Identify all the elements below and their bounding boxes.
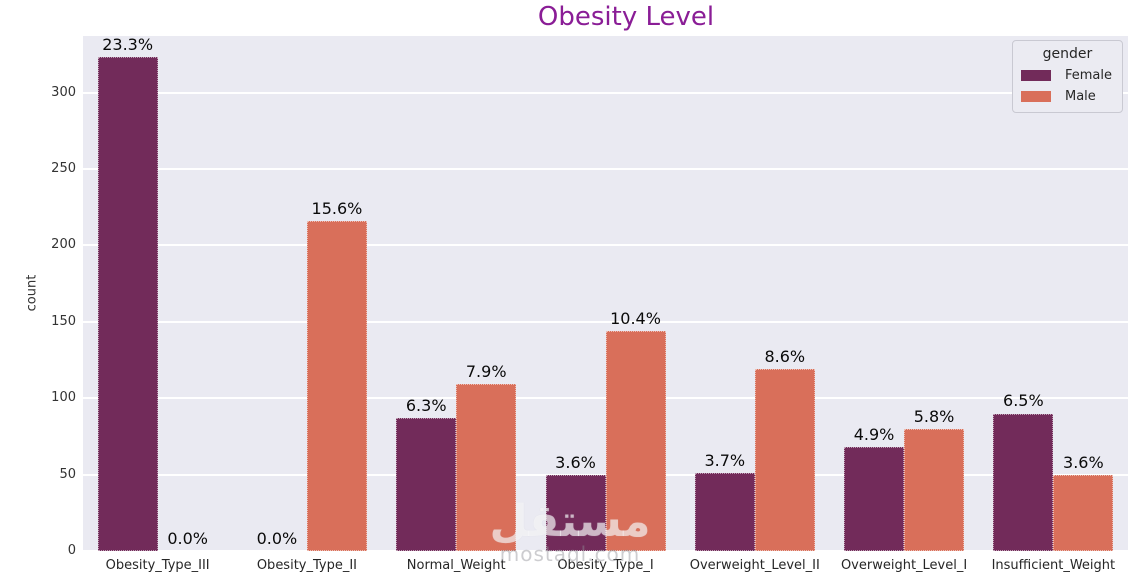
bar-female-obesity_type_iii	[97, 57, 158, 551]
legend-title: gender	[1042, 46, 1093, 62]
bar-label-male-normal_weight: 7.9%	[465, 362, 507, 382]
legend-item-male: Male	[1013, 89, 1122, 104]
x-tick-overweight_level_ii: Overweight_Level_II	[689, 558, 820, 573]
bar-male-normal_weight	[456, 384, 517, 551]
bar-label-male-obesity_type_i: 10.4%	[610, 308, 661, 328]
legend-item-female: Female	[1013, 68, 1122, 83]
bar-male-insufficient_weight	[1053, 474, 1114, 551]
x-tick-obesity_type_ii: Obesity_Type_II	[256, 558, 358, 573]
plot-area: 23.3% 0.0% 6.3% 3.6% 3.7% 4.9% 6.5% 0.0% 15.6% 7.…	[83, 35, 1128, 552]
legend-swatch-female	[1021, 70, 1051, 81]
x-tick-obesity_type_iii: Obesity_Type_III	[105, 558, 210, 573]
bar-label-male-obesity_type_ii: 15.6%	[311, 198, 363, 218]
y-tick-300: 300	[51, 84, 76, 100]
bar-label-female-obesity_type_iii: 23.3%	[102, 35, 154, 55]
bar-male-obesity_type_ii	[306, 220, 367, 551]
bar-female-overweight_level_ii	[694, 473, 755, 551]
bar-female-normal_weight	[396, 418, 457, 551]
bar-label-female-obesity_type_ii: 0.0%	[256, 529, 298, 548]
bar-label-female-overweight_level_ii: 3.7%	[704, 451, 746, 471]
bar-male-overweight_level_ii	[754, 369, 815, 551]
gridline-y-150	[83, 320, 1128, 323]
y-tick-50: 50	[59, 466, 76, 482]
gridline-y-0	[83, 550, 1128, 552]
x-tick-overweight_level_i: Overweight_Level_I	[840, 558, 968, 573]
bar-label-female-overweight_level_i: 4.9%	[853, 425, 895, 445]
bar-label-female-insufficient_weight: 6.5%	[1003, 391, 1044, 411]
bar-female-insufficient_weight	[993, 413, 1054, 551]
bar-female-obesity_type_i	[545, 474, 606, 551]
x-tick-insufficient_weight: Insufficient_Weight	[991, 558, 1116, 573]
gridline-y-300	[83, 91, 1128, 94]
legend-label-male: Male	[1065, 89, 1096, 104]
bar-label-male-obesity_type_iii: 0.0%	[167, 529, 208, 548]
legend-swatch-male	[1021, 91, 1051, 102]
y-axis-label: count	[24, 274, 40, 312]
y-tick-150: 150	[51, 313, 76, 329]
bar-male-overweight_level_i	[904, 428, 965, 551]
y-tick-250: 250	[51, 160, 76, 176]
bar-female-overweight_level_i	[844, 447, 905, 551]
bar-label-male-insufficient_weight: 3.6%	[1063, 452, 1104, 472]
bar-male-obesity_type_i	[605, 330, 666, 551]
x-tick-obesity_type_i: Obesity_Type_I	[557, 558, 654, 573]
bar-label-female-normal_weight: 6.3%	[405, 396, 447, 416]
y-tick-0: 0	[67, 543, 76, 558]
bar-label-female-obesity_type_i: 3.6%	[555, 452, 596, 472]
gridline-y-200	[83, 244, 1128, 247]
legend-label-female: Female	[1065, 68, 1113, 83]
legend-items: Female Male	[1013, 68, 1122, 104]
bar-label-male-overweight_level_ii: 8.6%	[764, 347, 806, 367]
gridline-y-250	[83, 167, 1128, 170]
chart-title: Obesity Level	[537, 2, 715, 32]
y-tick-100: 100	[51, 390, 76, 406]
legend: gender Female Male	[1012, 40, 1123, 113]
bar-label-male-overweight_level_i: 5.8%	[913, 406, 955, 426]
y-tick-200: 200	[51, 237, 76, 253]
x-tick-normal_weight: Normal_Weight	[406, 558, 506, 573]
